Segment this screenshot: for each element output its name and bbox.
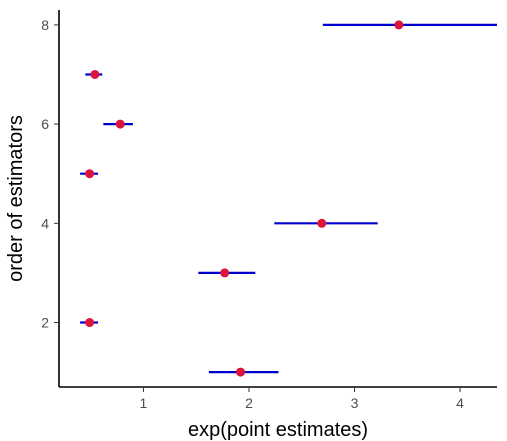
point-estimate bbox=[317, 218, 327, 228]
point-estimate bbox=[394, 20, 404, 30]
x-tick-label: 2 bbox=[245, 395, 253, 411]
y-tick-label: 6 bbox=[41, 116, 49, 132]
point-estimate bbox=[220, 268, 230, 278]
x-axis-title: exp(point estimates) bbox=[188, 419, 368, 441]
point-estimate bbox=[85, 169, 95, 179]
x-tick-label: 3 bbox=[351, 395, 359, 411]
y-tick-label: 4 bbox=[41, 215, 49, 231]
point-estimate bbox=[85, 318, 95, 328]
point-estimate bbox=[236, 367, 246, 377]
point-estimate bbox=[90, 69, 100, 79]
point-layer bbox=[85, 20, 404, 377]
x-tick-label: 1 bbox=[140, 395, 148, 411]
y-tick-label: 2 bbox=[41, 315, 49, 331]
point-estimate bbox=[115, 119, 125, 129]
y-tick-label: 8 bbox=[41, 17, 49, 33]
x-tick-label: 4 bbox=[456, 395, 464, 411]
y-axis-ticks: 2 4 6 8 bbox=[41, 17, 59, 331]
y-axis-title: order of estimators bbox=[5, 115, 27, 282]
interval-layer bbox=[80, 23, 497, 374]
x-axis-ticks: 1 2 3 4 bbox=[140, 387, 464, 411]
